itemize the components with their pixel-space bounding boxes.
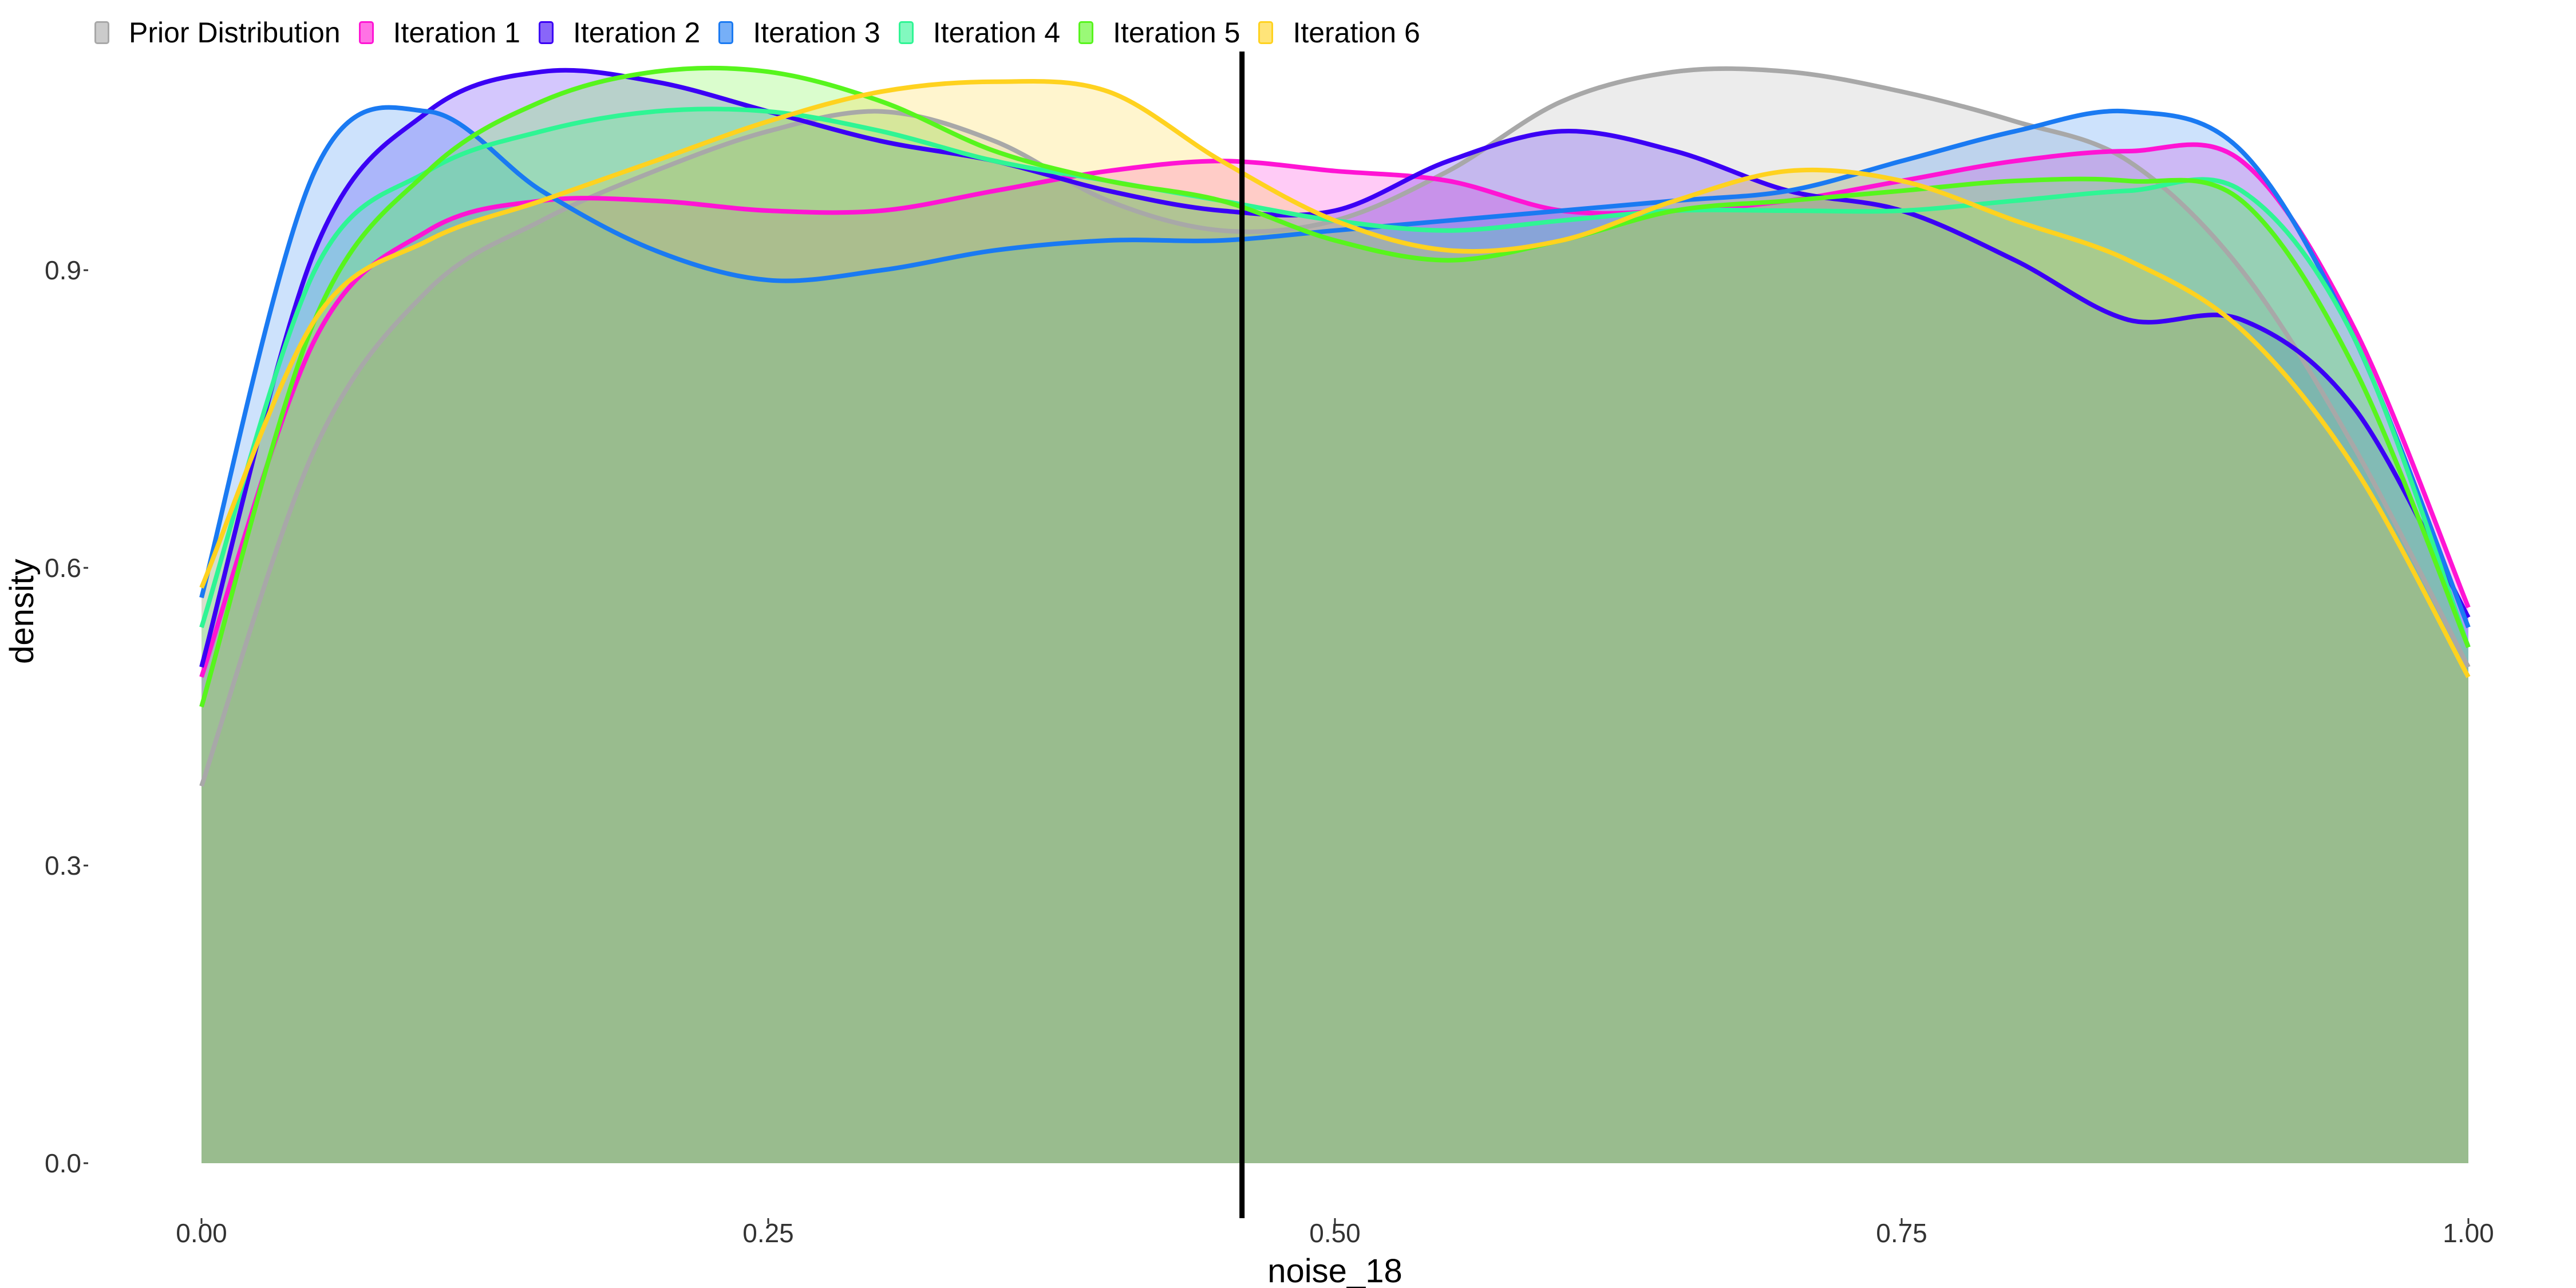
legend-swatch [1258, 21, 1274, 44]
iteration-2-area [202, 70, 2468, 1164]
legend-item-iteration-1: Iteration 1 [358, 16, 520, 49]
legend-item-iteration-3: Iteration 3 [718, 16, 880, 49]
legend-item-iteration-4: Iteration 4 [898, 16, 1061, 49]
x-axis-ticks: 0.00 0.25 0.50 0.75 1.00 [176, 1218, 2494, 1248]
legend-item-iteration-6: Iteration 6 [1258, 16, 1420, 49]
x-tick-label: 1.00 [2443, 1218, 2494, 1248]
legend-swatch [358, 21, 374, 44]
legend-swatch [898, 21, 914, 44]
y-tick-label: 0.3 [45, 851, 81, 880]
x-tick-label: 0.00 [176, 1218, 227, 1248]
legend-label: Prior Distribution [129, 17, 341, 49]
legend-swatch [94, 21, 109, 44]
legend-item-iteration-5: Iteration 5 [1078, 16, 1240, 49]
legend-label: Iteration 2 [572, 17, 701, 49]
legend-label: Iteration 6 [1293, 17, 1420, 49]
iteration-4-area [202, 109, 2468, 1164]
y-tick-label: 0.6 [45, 553, 81, 583]
legend-item-iteration-2: Iteration 2 [538, 16, 701, 49]
y-axis-ticks: 0.0 0.3 0.6 0.9 [45, 255, 88, 1178]
density-lines [199, 65, 2471, 787]
y-tick-label: 0.0 [45, 1148, 81, 1178]
iteration-1-line [199, 142, 2471, 678]
iteration-3-line [199, 105, 2471, 629]
legend-label: Iteration 4 [933, 17, 1061, 49]
legend-swatch [718, 21, 734, 44]
density-fills [202, 68, 2468, 1164]
iteration-3-area [202, 107, 2468, 1164]
legend-item-prior-distribution: Prior Distribution [94, 16, 341, 49]
legend: Prior Distribution Iteration 1 Iteration 2… [94, 13, 1439, 53]
legend-label: Iteration 5 [1113, 17, 1240, 49]
legend-label: Iteration 1 [393, 17, 520, 49]
y-tick-label: 0.9 [45, 255, 81, 285]
x-tick-label: 0.50 [1309, 1218, 1361, 1248]
x-axis-title: noise_18 [1267, 1253, 1402, 1288]
iteration-6-area [202, 81, 2468, 1163]
iteration-5-area [202, 68, 2468, 1164]
prior-distribution-area [202, 68, 2468, 1164]
iteration-5-line [199, 65, 2471, 708]
legend-label: Iteration 3 [753, 17, 880, 49]
legend-swatch [538, 21, 554, 44]
iteration-1-area [202, 144, 2468, 1163]
x-tick-label: 0.25 [742, 1218, 794, 1248]
iteration-2-line [199, 68, 2471, 668]
iteration-6-line [199, 79, 2471, 678]
y-axis-title: density [3, 559, 41, 664]
legend-swatch [1078, 21, 1094, 44]
x-tick-label: 0.75 [1876, 1218, 1927, 1248]
